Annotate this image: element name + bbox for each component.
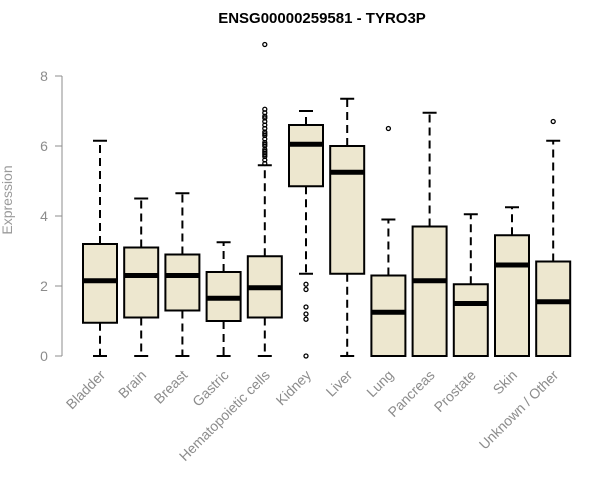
outlier-point <box>550 118 556 125</box>
box-body <box>411 225 448 357</box>
outlier-point <box>262 106 268 112</box>
box-pancreas <box>411 111 448 357</box>
chart-title: ENSG00000259581 - TYRO3P <box>218 10 426 27</box>
y-tick-label: 2 <box>40 278 48 294</box>
y-tick-label: 8 <box>40 68 48 84</box>
outlier-point <box>385 125 392 132</box>
x-label-bladder: Bladder <box>63 367 109 413</box>
box-unknown-other <box>535 118 572 357</box>
box-prostate <box>452 213 489 357</box>
box-bladder <box>82 139 118 357</box>
outlier-point <box>303 353 309 359</box>
box-breast <box>164 192 201 357</box>
box-liver <box>329 97 366 357</box>
y-axis-label: Expression <box>0 165 15 234</box>
box-skin <box>494 206 530 357</box>
x-label-breast: Breast <box>151 367 191 407</box>
y-tick-label: 6 <box>40 138 48 154</box>
box-body <box>288 124 324 188</box>
x-label-liver: Liver <box>323 367 356 400</box>
box-body <box>164 253 201 312</box>
x-label-prostate: Prostate <box>431 367 479 415</box>
outlier-point <box>303 286 309 293</box>
outlier-point <box>303 304 309 310</box>
box-gastric <box>205 241 242 357</box>
box-body <box>535 260 572 357</box>
y-tick-label: 0 <box>40 348 48 364</box>
x-label-brain: Brain <box>115 367 149 401</box>
outlier-point <box>262 115 268 121</box>
box-kidney <box>288 110 324 359</box>
outlier-point <box>262 131 268 137</box>
box-lung <box>370 125 407 357</box>
box-body <box>82 243 118 324</box>
box-body <box>123 246 160 319</box>
box-hematopoietic-cells <box>246 41 283 357</box>
outlier-point <box>303 311 309 317</box>
outlier-point <box>262 141 268 147</box>
x-label-lung: Lung <box>363 367 396 400</box>
x-label-skin: Skin <box>490 367 521 398</box>
outlier-point <box>262 148 268 154</box>
y-tick-label: 4 <box>40 208 48 224</box>
box-brain <box>123 197 160 357</box>
box-body <box>494 234 530 357</box>
y-axis: 0 2 4 6 8 <box>40 68 63 364</box>
outlier-point <box>262 41 268 48</box>
outlier-point <box>303 281 309 287</box>
box-body <box>329 145 366 275</box>
boxes-group <box>82 41 572 359</box>
box-body <box>370 274 407 357</box>
outlier-point <box>303 316 309 322</box>
x-label-kidney: Kidney <box>273 367 315 409</box>
box-body <box>452 283 489 357</box>
